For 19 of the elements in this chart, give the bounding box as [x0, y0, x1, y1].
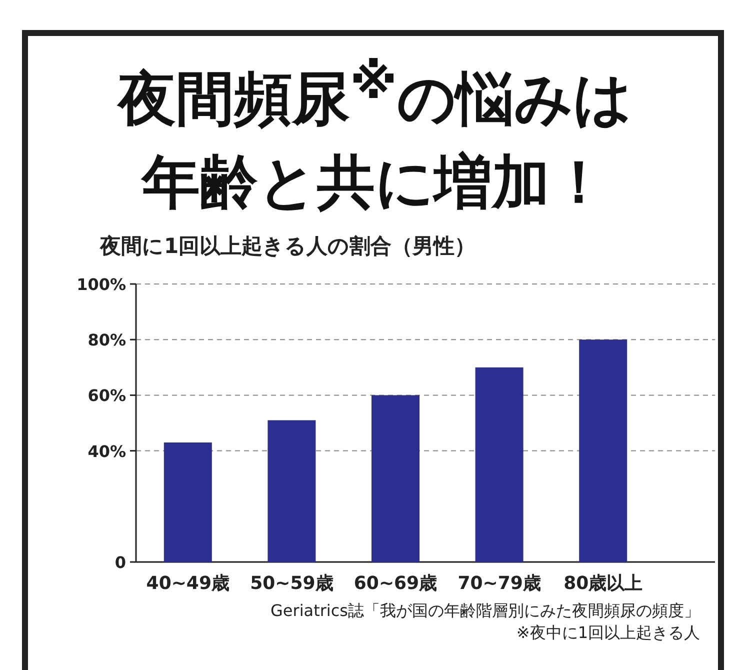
bar	[372, 395, 420, 562]
y-tick-label: 80%	[88, 330, 126, 350]
y-tick-label: 0	[114, 553, 126, 572]
x-tick-label: 80歳以上	[564, 573, 643, 594]
bar	[579, 340, 628, 562]
x-tick-label: 40~49歳	[146, 573, 230, 594]
chart-title: 夜間頻尿$^{※}$の悩みは年齢と共に増加！	[116, 53, 633, 218]
bar	[164, 442, 212, 562]
x-tick-label: 70~79歳	[458, 573, 541, 594]
x-tick-label: 60~69歳	[354, 573, 438, 594]
bar	[268, 420, 316, 562]
text: ※夜中に1回以上起きる人	[516, 623, 700, 642]
bar	[475, 367, 524, 562]
y-tick-label: 40%	[88, 442, 126, 461]
y-tick-label: 60%	[88, 386, 126, 406]
text: Geriatrics誌「我が国の年齢階層別にみた夜間頻尿の頻度」	[270, 601, 700, 620]
y-tick-label: 100%	[76, 275, 126, 294]
x-tick-label: 50~59歳	[250, 573, 334, 594]
chart-subtitle: 夜間に1回以上起きる人の割合（男性）	[100, 233, 476, 260]
